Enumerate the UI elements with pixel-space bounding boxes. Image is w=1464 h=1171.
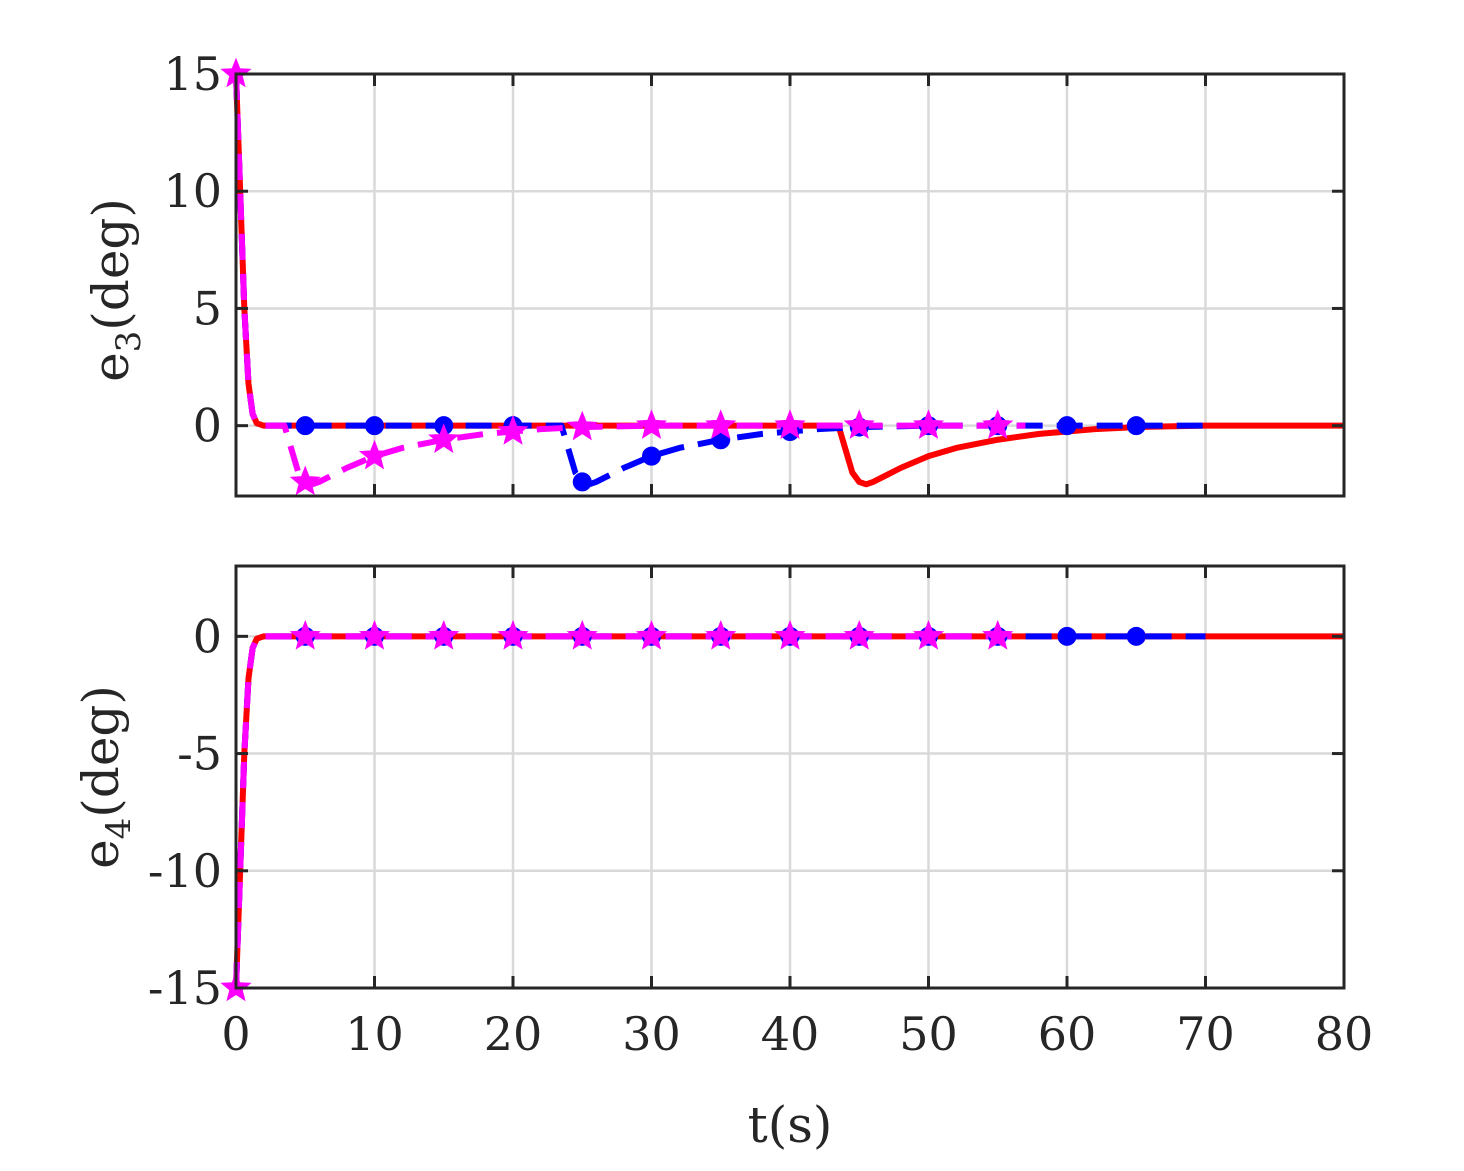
bottom-series-2-marker — [774, 619, 806, 650]
bottom-xtick-label: 10 — [345, 1007, 404, 1061]
top-panel: 0 5 10 15 e3(deg) — [82, 47, 1346, 498]
bottom-ytick-label: -5 — [177, 727, 222, 781]
bottom-xtick-label: 80 — [1315, 1007, 1374, 1061]
top-ylabel-sub: 3 — [109, 331, 149, 353]
top-series-1-marker — [572, 472, 592, 492]
top-ytick-label: 10 — [163, 164, 222, 218]
bottom-xtick-label: 30 — [622, 1007, 681, 1061]
top-series-1-marker — [642, 446, 661, 466]
bottom-ylabel-main: e — [72, 839, 130, 869]
bottom-ytick-label: -10 — [148, 844, 222, 898]
bottom-series-2-marker — [705, 619, 737, 650]
top-series-2-marker — [705, 409, 737, 439]
bottom-series-2-marker — [843, 619, 875, 650]
bottom-xtick-label: 0 — [221, 1007, 250, 1061]
top-ytick-label: 0 — [193, 399, 222, 453]
bottom-ylabel-sub: 4 — [99, 818, 139, 840]
bottom-xtick-label: 20 — [484, 1007, 543, 1061]
top-series-2-marker — [358, 439, 391, 470]
top-ytick-label: 15 — [163, 47, 222, 101]
bottom-ytick-labels: -15 -10 -5 0 — [148, 609, 222, 1015]
bottom-panel: -15 -10 -5 0 0 10 20 30 40 50 60 70 80 e4(deg) t(s) — [72, 564, 1373, 1154]
top-series-1-marker — [295, 416, 315, 436]
top-series-1-marker — [1057, 416, 1077, 436]
top-series-2-marker — [497, 415, 529, 445]
bottom-series-2-marker — [289, 619, 321, 650]
top-series-2-marker — [635, 409, 668, 439]
bottom-series-2-line — [233, 633, 1026, 989]
bottom-xtick-labels: 0 10 20 30 40 50 60 70 80 — [221, 1007, 1373, 1061]
top-series-2-marker — [566, 410, 598, 441]
top-series-2-marker — [428, 423, 460, 453]
bottom-series-1-marker — [1126, 626, 1146, 646]
bottom-series-2-marker — [497, 619, 529, 650]
bottom-ticks — [234, 566, 1346, 990]
bottom-series-2-marker — [912, 619, 945, 650]
top-ylabel: e3(deg) — [82, 198, 149, 382]
bottom-xtick-label: 60 — [1038, 1007, 1097, 1061]
bottom-xtick-label: 40 — [761, 1007, 820, 1061]
top-series-1-marker — [365, 416, 384, 436]
top-series-2-marker — [843, 409, 875, 439]
top-ylabel-main: e — [82, 352, 140, 382]
bottom-xlabel: t(s) — [748, 1096, 833, 1154]
top-ticks — [234, 72, 1346, 496]
bottom-ytick-label: 0 — [193, 609, 222, 663]
top-ylabel-unit: (deg) — [82, 198, 140, 331]
bottom-ytick-label: -15 — [148, 961, 222, 1015]
bottom-series-2-marker — [428, 619, 460, 650]
bottom-series-1-marker — [1057, 626, 1077, 646]
top-series-2-marker — [289, 465, 321, 496]
bottom-series-2-marker — [566, 619, 598, 650]
top-series-2-marker — [774, 409, 806, 439]
top-series-1-marker — [1126, 416, 1146, 436]
top-ytick-label: 5 — [193, 281, 222, 335]
bottom-xtick-label: 70 — [1176, 1007, 1235, 1061]
top-series-2-marker — [982, 409, 1014, 439]
bottom-ylabel: e4(deg) — [72, 685, 139, 869]
top-series-2-marker — [912, 409, 945, 439]
top-ytick-labels: 0 5 10 15 — [163, 47, 222, 453]
bottom-series-2-marker — [635, 619, 668, 650]
bottom-series-2-marker — [358, 619, 391, 650]
top-series — [220, 57, 1344, 496]
bottom-xtick-label: 50 — [899, 1007, 958, 1061]
bottom-series-2-marker — [982, 619, 1014, 650]
bottom-ylabel-unit: (deg) — [72, 685, 130, 818]
bottom-series — [220, 619, 1344, 1002]
